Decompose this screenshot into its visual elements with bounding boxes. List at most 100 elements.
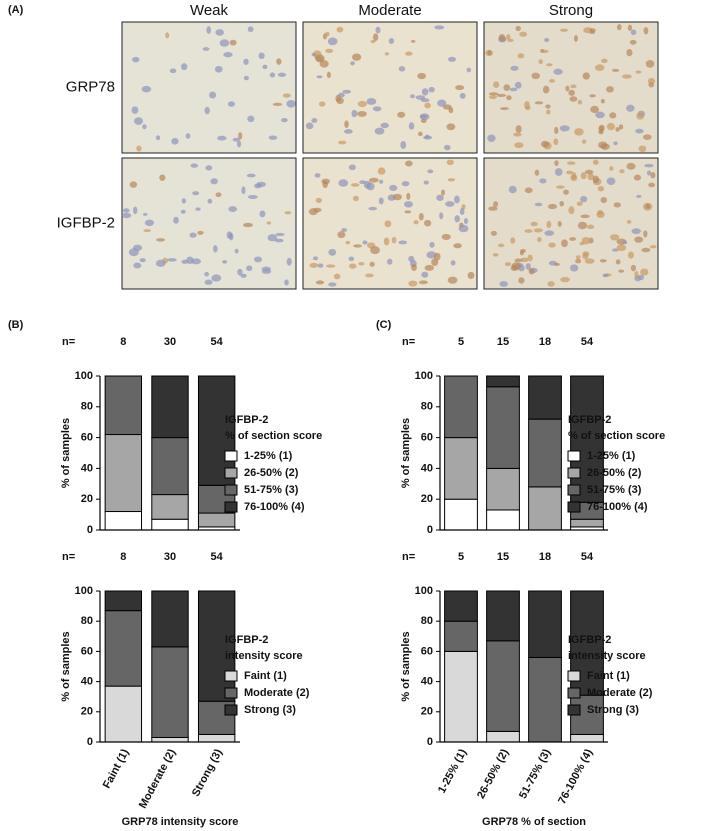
- cell: [595, 111, 605, 119]
- cell: [411, 263, 417, 272]
- cell: [553, 138, 559, 146]
- cell: [582, 72, 590, 80]
- cell: [570, 264, 579, 272]
- cell: [619, 169, 625, 174]
- cell: [325, 31, 330, 37]
- cell: [411, 39, 416, 43]
- cell: [369, 261, 375, 267]
- cell: [629, 39, 637, 45]
- bar-segment: [197, 512, 236, 528]
- cell: [366, 98, 377, 105]
- y-tick-label: 60: [421, 432, 433, 444]
- cell: [139, 258, 146, 263]
- legend-title: % of section score: [225, 430, 322, 442]
- cell: [615, 127, 620, 132]
- cell: [627, 251, 635, 259]
- cell: [247, 194, 258, 199]
- micrograph: [483, 21, 659, 154]
- cell: [424, 219, 432, 227]
- panel-label: (C): [376, 319, 392, 331]
- y-tick-label: 80: [421, 401, 433, 413]
- cell: [415, 95, 426, 100]
- cell: [423, 180, 429, 185]
- cell: [559, 200, 565, 207]
- cell: [374, 127, 385, 135]
- cell: [569, 237, 577, 241]
- cell: [401, 181, 410, 187]
- column-label: Weak: [190, 2, 229, 19]
- n-label: n=: [62, 551, 75, 563]
- legend-swatch: [567, 450, 581, 462]
- y-tick-label: 40: [421, 462, 433, 474]
- y-tick-label: 20: [421, 706, 433, 718]
- cell: [448, 107, 454, 114]
- cell: [144, 219, 154, 227]
- cell: [544, 230, 555, 236]
- legend-label: Faint (1): [244, 670, 287, 682]
- cell: [205, 165, 213, 171]
- cell: [228, 232, 234, 241]
- cell: [421, 88, 429, 96]
- cell: [305, 122, 314, 130]
- cell: [589, 28, 596, 33]
- cell: [524, 101, 530, 109]
- legend-swatch: [567, 501, 581, 513]
- micrograph: [121, 157, 297, 290]
- cell: [219, 39, 230, 47]
- y-axis-label: % of samples: [60, 418, 72, 488]
- n-label: n=: [62, 336, 75, 348]
- cell: [445, 201, 455, 207]
- cell: [427, 169, 434, 174]
- cell: [268, 135, 278, 140]
- cell: [322, 180, 328, 189]
- cell: [338, 179, 349, 187]
- cell: [467, 271, 475, 279]
- cell: [223, 52, 233, 58]
- cell: [413, 220, 419, 225]
- cell: [561, 239, 568, 248]
- legend-swatch: [567, 687, 581, 699]
- cell: [634, 271, 639, 279]
- bar-segment: [570, 375, 604, 503]
- cell: [375, 26, 381, 34]
- cell: [513, 132, 522, 137]
- cell: [419, 114, 428, 118]
- cell: [123, 208, 130, 213]
- cell: [405, 51, 413, 56]
- cell: [602, 273, 609, 278]
- cell: [584, 169, 594, 175]
- bar-segment: [570, 733, 604, 743]
- cell: [210, 178, 218, 185]
- cell: [314, 54, 325, 62]
- bar-segment: [444, 590, 478, 622]
- legend-swatch: [567, 670, 581, 682]
- cell: [443, 144, 451, 151]
- n-value: 15: [497, 551, 509, 563]
- cell: [378, 197, 384, 205]
- cell: [353, 244, 362, 248]
- bar-segment: [151, 494, 189, 520]
- cell: [626, 48, 633, 57]
- cell: [428, 86, 435, 93]
- cell: [627, 24, 633, 31]
- cell: [384, 52, 390, 56]
- cell: [641, 247, 651, 253]
- cell: [169, 68, 177, 74]
- bar-segment: [104, 511, 143, 531]
- cell: [549, 79, 555, 83]
- cell: [344, 120, 349, 129]
- cell: [262, 64, 268, 70]
- cell: [410, 94, 416, 99]
- legend-title: IGFBP-2: [225, 634, 268, 646]
- cell: [631, 228, 641, 235]
- cell: [211, 274, 222, 282]
- cell: [319, 60, 329, 68]
- cell: [247, 26, 254, 33]
- cell: [618, 269, 625, 273]
- cell: [142, 124, 147, 130]
- cell: [577, 221, 588, 230]
- bar-segment: [197, 590, 236, 702]
- cell: [490, 230, 497, 236]
- cell: [142, 212, 148, 216]
- cell: [606, 122, 616, 131]
